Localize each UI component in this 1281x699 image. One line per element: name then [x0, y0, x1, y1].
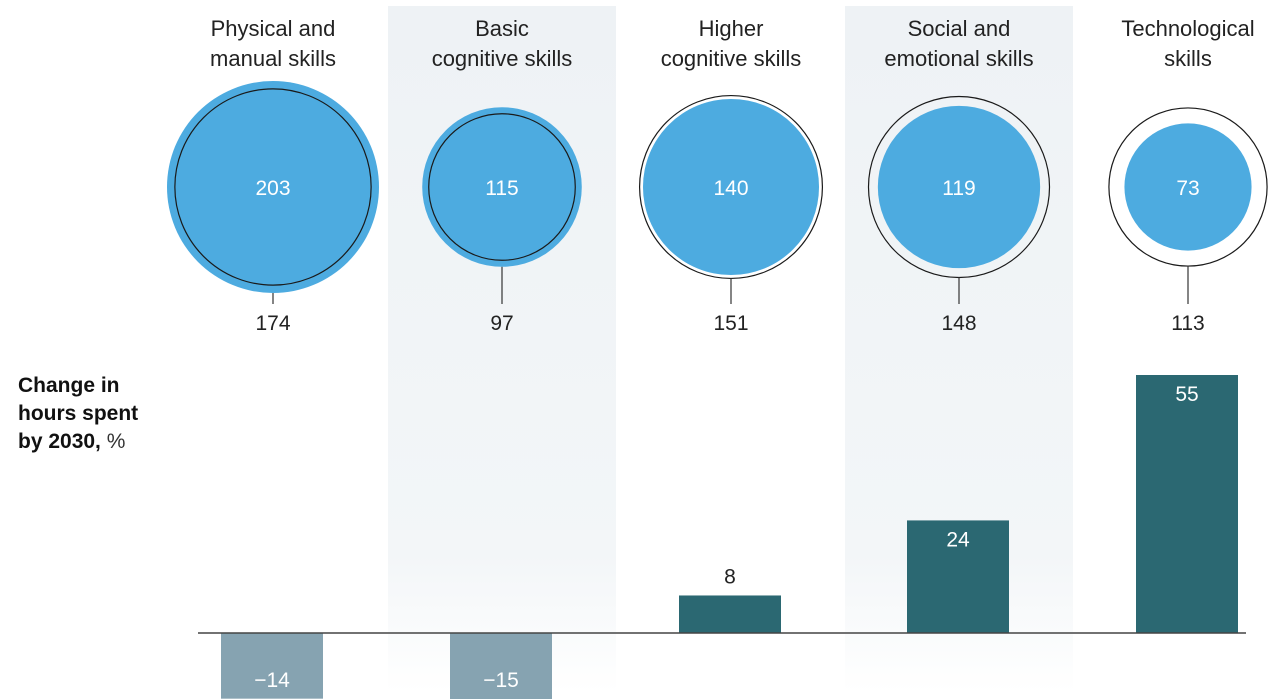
bubble-fill — [642, 98, 820, 276]
category-label: Physical and — [211, 16, 336, 41]
y-axis-label-text: Change in hours spent by 2030, — [18, 374, 139, 453]
bubble-fill — [167, 81, 379, 293]
prior-value-label: 113 — [1171, 312, 1204, 335]
category-label: emotional skills — [884, 46, 1033, 71]
bar — [221, 633, 323, 699]
category-label: Basic — [475, 16, 529, 41]
bubble-value-label: 119 — [942, 177, 975, 200]
bar — [679, 595, 781, 633]
bar-value-label: 24 — [946, 528, 970, 551]
bar — [450, 633, 552, 699]
bar-value-label: −15 — [483, 669, 519, 692]
bubble-fill — [1124, 123, 1252, 251]
category-label: skills — [1164, 46, 1212, 71]
bubble-value-label: 203 — [255, 177, 290, 200]
bubble-fill — [877, 105, 1041, 269]
bubble-outline — [174, 88, 372, 286]
prior-value-label: 151 — [713, 312, 748, 335]
bar-value-label: 55 — [1175, 383, 1198, 406]
category-label: Higher — [699, 16, 764, 41]
y-axis-label: Change in hours spent by 2030, % — [18, 372, 138, 456]
y-axis-label-unit: % — [106, 430, 126, 453]
bubble-value-label: 73 — [1176, 177, 1199, 200]
prior-value-label: 97 — [490, 312, 513, 335]
bar — [1136, 375, 1238, 633]
category-label: Technological — [1121, 16, 1254, 41]
category-label: Social and — [908, 16, 1011, 41]
bubble-value-label: 140 — [713, 177, 748, 200]
bar-value-label: −14 — [254, 669, 290, 692]
category-label: cognitive skills — [432, 46, 573, 71]
category-label: cognitive skills — [661, 46, 802, 71]
prior-value-label: 174 — [255, 312, 290, 335]
category-label: manual skills — [210, 46, 336, 71]
bar — [907, 520, 1009, 633]
bar-value-label: 8 — [724, 565, 736, 588]
prior-value-label: 148 — [941, 312, 976, 335]
bubble-outline — [428, 113, 576, 261]
bubble-value-label: 115 — [485, 177, 518, 200]
bubble-fill — [422, 107, 582, 267]
